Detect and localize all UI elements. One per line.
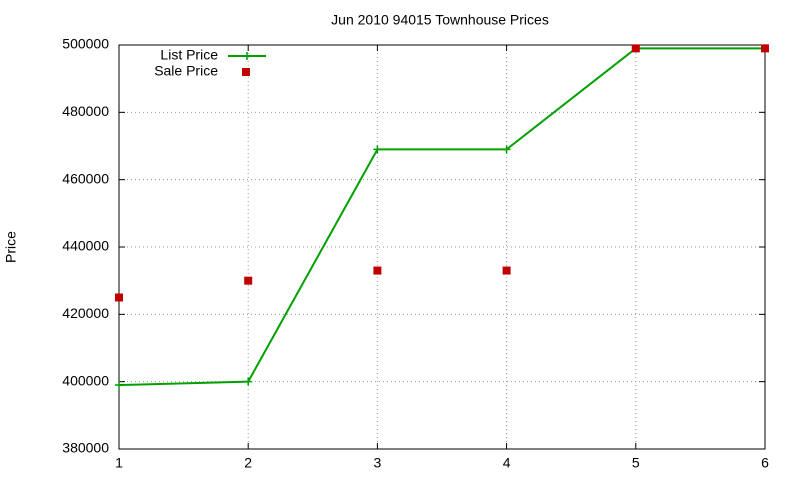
point-marker [373, 145, 382, 154]
point-marker [761, 44, 769, 53]
point-marker [502, 145, 511, 154]
x-tick-label: 1 [115, 455, 123, 471]
y-tick-label: 440000 [62, 238, 109, 254]
x-tick-label: 2 [244, 455, 252, 471]
x-tick-label: 3 [374, 455, 382, 471]
x-tick-label: 4 [503, 455, 511, 471]
x-tick-label: 6 [761, 455, 769, 471]
point-marker [502, 266, 511, 275]
point-marker [631, 44, 640, 53]
x-tick-label: 5 [632, 455, 640, 471]
y-tick-label: 400000 [62, 372, 109, 388]
plot-border [118, 44, 766, 450]
y-tick-label: 420000 [62, 305, 109, 321]
point-marker [373, 266, 382, 275]
point-marker [244, 276, 253, 285]
point-marker [244, 377, 253, 386]
y-tick-label: 460000 [62, 170, 109, 186]
legend-label: Sale Price [154, 63, 218, 79]
legend-swatch [242, 68, 250, 76]
y-tick-label: 480000 [62, 103, 109, 119]
series-line [118, 47, 765, 387]
y-tick-label: 500000 [62, 36, 109, 52]
y-axis-label: Price [3, 231, 19, 263]
chart-title: Jun 2010 94015 Townhouse Prices [331, 12, 549, 28]
legend-label: List Price [160, 47, 218, 63]
y-tick-label: 380000 [62, 440, 109, 456]
legend-swatch [243, 52, 251, 60]
point-marker [115, 381, 123, 390]
point-marker [115, 293, 123, 302]
